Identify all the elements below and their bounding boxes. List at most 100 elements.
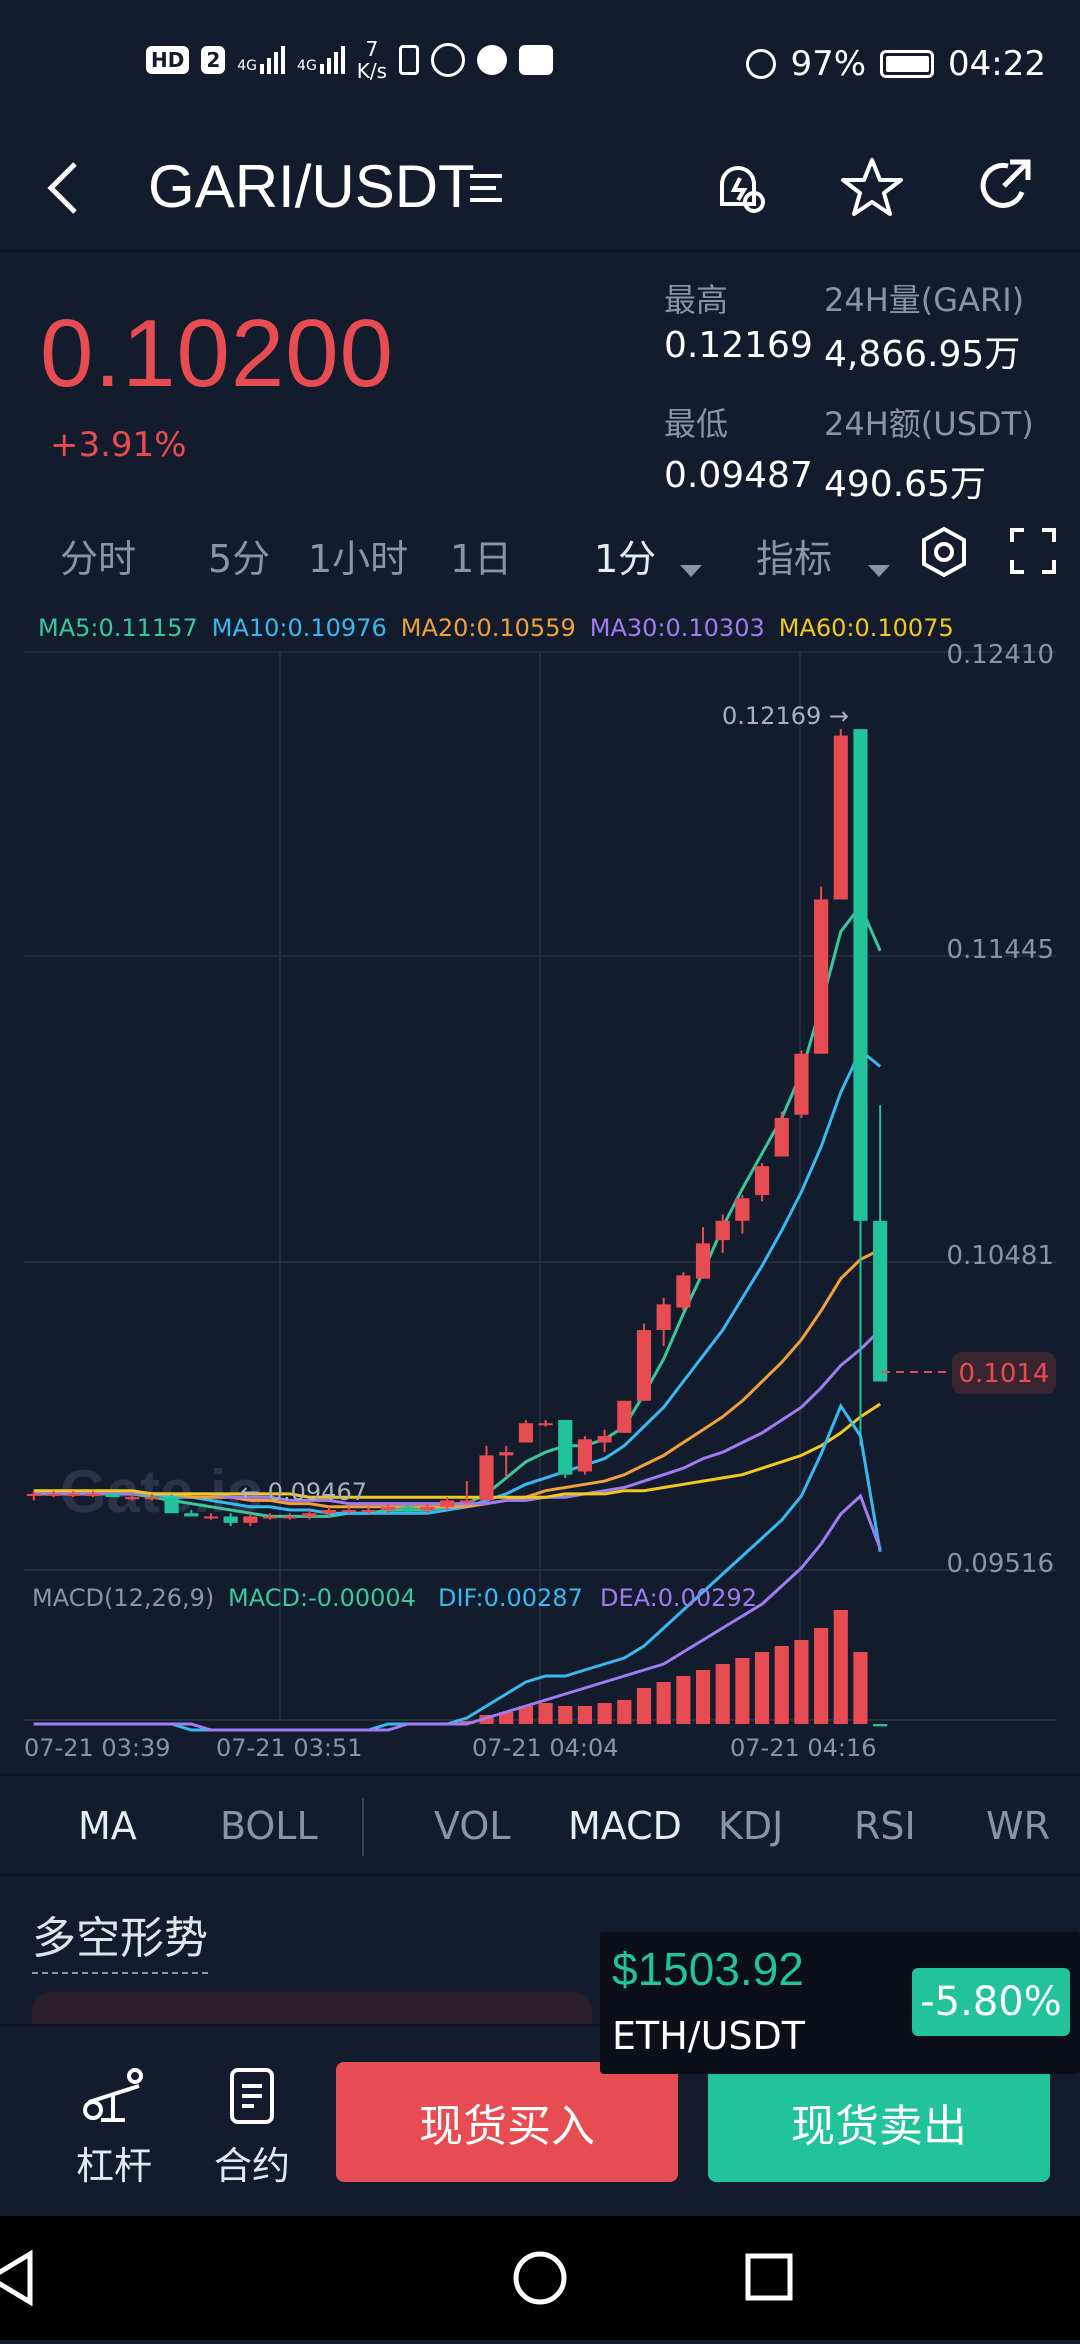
ma-legend: MA5:0.11157 MA10:0.10976 MA20:0.10559 MA… — [38, 614, 954, 642]
ma60-legend: MA60:0.10075 — [778, 614, 954, 642]
candle-body — [558, 1420, 573, 1475]
min-price-marker: ← 0.09467 — [240, 1478, 367, 1506]
candle-body — [361, 1510, 376, 1513]
svg-text:MACD:-0.00004: MACD:-0.00004 — [228, 1584, 416, 1612]
macd-bar — [754, 1652, 770, 1724]
candle-body — [479, 1455, 494, 1501]
macd-bar — [636, 1688, 652, 1724]
contract-button[interactable]: 合约 — [192, 2066, 312, 2190]
ma20-legend: MA20:0.10559 — [400, 614, 576, 642]
chart-grid — [24, 651, 1056, 1721]
floating-change: -5.80% — [912, 1968, 1070, 2036]
y-tick-label: 0.11445 — [946, 935, 1054, 965]
bottom-action-bar: 杠杆 合约 现货买入 现货卖出 — [0, 2024, 1080, 2220]
volume-value: 4,866.95万 — [824, 334, 1021, 375]
caret-down-icon[interactable] — [868, 544, 890, 588]
alert-status-icon — [399, 45, 420, 75]
buy-button[interactable]: 现货买入 — [336, 2062, 678, 2182]
tab-1hour[interactable]: 1小时 — [308, 537, 409, 581]
document-icon — [230, 2068, 274, 2124]
low-value: 0.09487 — [664, 455, 813, 496]
chevron-left-icon[interactable] — [24, 148, 104, 228]
tab-rsi[interactable]: RSI — [854, 1804, 916, 1848]
hd-badge: HD — [146, 46, 190, 74]
candle-body — [577, 1439, 593, 1472]
candle-body — [420, 1506, 435, 1511]
candle-body — [203, 1516, 219, 1519]
tab-wr[interactable]: WR — [986, 1804, 1050, 1848]
svg-text:MACD(12,26,9): MACD(12,26,9) — [32, 1584, 214, 1612]
candle-body — [302, 1513, 317, 1517]
candle-body — [459, 1500, 474, 1503]
pair-title[interactable]: GARI/USDT — [148, 153, 475, 220]
candle-body — [499, 1452, 514, 1456]
timeframe-bar: 分时 5分 1小时 1日 1分 指标 — [0, 510, 1080, 600]
last-price: 0.10200 — [40, 300, 395, 407]
list-menu-icon[interactable] — [456, 148, 516, 228]
sell-button[interactable]: 现货卖出 — [708, 2062, 1050, 2182]
candle-body — [223, 1516, 238, 1523]
fullscreen-icon[interactable] — [1010, 528, 1056, 583]
candle-body — [66, 1493, 81, 1496]
tab-boll[interactable]: BOLL — [220, 1804, 318, 1848]
candle-body — [636, 1330, 652, 1401]
battery-percent: 97% — [790, 44, 867, 84]
candle-body — [538, 1423, 553, 1426]
back-nav-icon[interactable] — [0, 2249, 33, 2307]
alarm-icon — [746, 49, 777, 79]
amount-value: 490.65万 — [824, 464, 986, 505]
recents-nav-icon[interactable] — [745, 2253, 793, 2301]
caret-down-icon[interactable] — [680, 544, 702, 588]
tab-1day[interactable]: 1日 — [450, 537, 513, 581]
tab-5min[interactable]: 5分 — [208, 537, 271, 581]
candle-body — [262, 1516, 278, 1519]
ma5-legend: MA5:0.11157 — [38, 614, 198, 642]
candle-body — [597, 1436, 612, 1443]
macd-bar — [617, 1700, 632, 1724]
macd-bar — [518, 1706, 533, 1724]
macd-bar — [774, 1646, 789, 1724]
price-alert-icon[interactable] — [700, 148, 780, 228]
home-nav-icon[interactable] — [513, 2251, 567, 2305]
macd-bar — [853, 1652, 868, 1724]
star-icon[interactable] — [832, 148, 912, 228]
macd-bar — [833, 1610, 848, 1724]
current-price-tag: 0.1014 — [882, 1352, 1056, 1394]
section-title[interactable]: 多空形势 — [32, 1902, 208, 1974]
tab-kdj[interactable]: KDJ — [718, 1804, 784, 1848]
signal-icon: 4G — [237, 46, 286, 74]
ticker-summary: 0.10200 +3.91% 最高 0.12169 最低 0.09487 24H… — [0, 255, 1080, 505]
ma-lines — [33, 902, 882, 1518]
share-icon[interactable] — [964, 148, 1044, 228]
kline-chart[interactable]: Gate.io 0.12410 0.11445 0.10481 0.09516 … — [0, 640, 1080, 1790]
y-tick-label: 0.12410 — [946, 640, 1054, 670]
x-tick-label: 07-21 03:51 — [216, 1734, 363, 1762]
candle-body — [833, 735, 848, 900]
candle-body — [735, 1198, 750, 1221]
leverage-button[interactable]: 杠杆 — [54, 2066, 174, 2190]
tab-vol[interactable]: VOL — [434, 1804, 511, 1848]
floating-ticker[interactable]: $1503.92 ETH/USDT -5.80% — [600, 1932, 1080, 2074]
tab-timeshare[interactable]: 分时 — [60, 537, 137, 581]
ma-line-ma60 — [33, 1402, 882, 1499]
candle-body — [85, 1493, 100, 1496]
macd-bar — [538, 1703, 553, 1724]
tab-1min-selected[interactable]: 1分 — [594, 537, 657, 581]
settings-hex-icon[interactable] — [918, 526, 970, 587]
tab-macd[interactable]: MACD — [568, 1804, 682, 1848]
candle-body — [243, 1516, 258, 1523]
svg-text:DIF:0.00287: DIF:0.00287 — [438, 1584, 583, 1612]
ma10-legend: MA10:0.10976 — [211, 614, 387, 642]
divider — [362, 1798, 364, 1856]
macd-bar — [656, 1682, 671, 1724]
tab-ma[interactable]: MA — [78, 1804, 137, 1848]
candle-body — [715, 1220, 730, 1241]
macd-bar — [558, 1706, 573, 1724]
scale-icon — [83, 2068, 143, 2122]
macd-legend: MACD(12,26,9) MACD:-0.00004 DIF:0.00287 … — [32, 1584, 757, 1612]
candle-body — [774, 1117, 789, 1157]
candle-body — [617, 1400, 632, 1433]
macd-bar — [873, 1724, 888, 1727]
x-tick-label: 07-21 03:39 — [24, 1734, 171, 1762]
indicator-dropdown[interactable]: 指标 — [756, 537, 833, 581]
